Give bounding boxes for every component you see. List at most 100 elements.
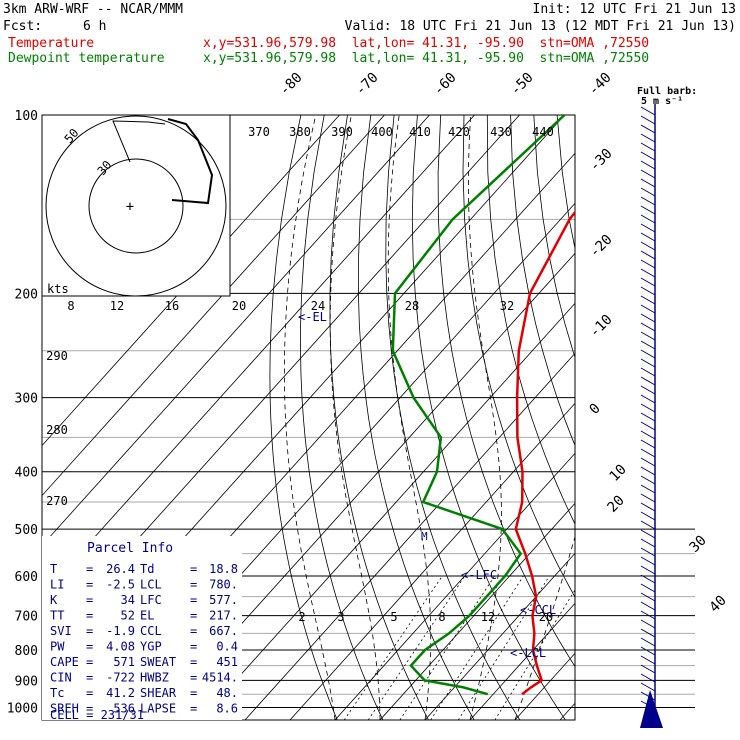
moist-adiabat [387, 115, 432, 720]
wind-barb [640, 583, 656, 593]
parcel-value: 577. [209, 593, 238, 607]
parcel-key: T [50, 562, 57, 576]
isotherm-line [244, 352, 575, 720]
wind-barb [640, 133, 656, 143]
wind-barb [640, 628, 656, 638]
isotherm-line [605, 115, 740, 720]
dry-adiabat [697, 115, 740, 720]
theta-label: 430 [490, 125, 512, 139]
parcel-eq: = [190, 671, 197, 685]
theta-label: 420 [448, 125, 470, 139]
parcel-eq: = [190, 702, 197, 716]
mixing-ratio-label: 3 [337, 610, 344, 624]
isotherm-label: 20 [605, 493, 628, 516]
parcel-key: HWBZ [140, 671, 169, 685]
wind-barb [640, 304, 656, 314]
parcel-eq: = [190, 562, 197, 576]
pressure-tick-label: 300 [15, 392, 38, 407]
isotherm-line [42, 115, 430, 547]
parcel-value: 34 [121, 593, 135, 607]
isotherm-label: 10 [607, 462, 630, 485]
isotherm-label: -20 [587, 232, 616, 261]
parcel-eq: = [190, 686, 197, 700]
dewpoint-line [391, 115, 566, 696]
wind-barb [640, 610, 656, 620]
wind-barb [640, 232, 656, 242]
wind-barb [640, 493, 656, 503]
dry-adiabat [650, 115, 740, 720]
dry-adiabats [269, 115, 740, 720]
wind-barb [640, 574, 656, 584]
wind-barb [640, 646, 656, 656]
dry-adiabat [437, 115, 575, 668]
forecast-hour: 6 h [83, 19, 107, 34]
moist-adiabat [467, 115, 502, 720]
wind-barb [640, 412, 656, 422]
hodograph-trace-upper [112, 120, 166, 163]
parcel-key: K [50, 593, 58, 607]
isotherm-label: -80 [277, 70, 306, 99]
wind-barb [640, 286, 656, 296]
speed-tick-label: 16 [165, 299, 179, 313]
parcel-key: PW [50, 640, 65, 654]
isotherm-line [379, 502, 575, 720]
parcel-eq: = [86, 655, 93, 669]
isotherm-label: 30 [687, 533, 710, 556]
isotherm-line [514, 652, 575, 720]
wind-barb [640, 313, 656, 323]
parcel-key: Td [140, 562, 154, 576]
wind-barb [640, 259, 656, 269]
legend-temperature: Temperature [8, 36, 95, 51]
isotherm-label: 0 [587, 401, 604, 418]
legend-dewpoint: Dewpoint temperature [8, 51, 165, 66]
dry-adiabat [604, 115, 740, 720]
pressure-tick-label: 600 [15, 570, 38, 585]
parcel-eq: = [86, 671, 93, 685]
parcel-value: -1.9 [106, 624, 135, 638]
theta-label-left: 290 [46, 349, 68, 363]
parcel-box-bg [42, 536, 242, 720]
isotherm-line [42, 115, 475, 597]
parcel-value: 536 [113, 702, 135, 716]
dry-adiabat [627, 115, 740, 720]
dry-adiabat [580, 115, 740, 720]
wind-barb [640, 124, 656, 134]
level-marker-lcl: <-LCL [510, 646, 546, 660]
wind-barb [640, 187, 656, 197]
wind-barb [640, 637, 656, 647]
wind-barb [640, 511, 656, 521]
pressure-tick-label: 700 [15, 610, 38, 625]
dry-adiabat [674, 115, 740, 720]
parcel-key: LI [50, 578, 64, 592]
wind-barb [640, 619, 656, 629]
isotherm-line [199, 302, 575, 720]
mixing-ratio-line [343, 575, 443, 720]
isotherm-line [650, 115, 740, 720]
plot-frame [41, 114, 576, 721]
wind-barb [640, 277, 656, 287]
wind-barb [640, 160, 656, 170]
parcel-key: LCL [140, 578, 162, 592]
dry-adiabat [510, 115, 575, 447]
theta-label: 410 [409, 125, 431, 139]
wind-barb [640, 106, 656, 116]
mixing-ratio-label: 12 [481, 610, 495, 624]
theta-label: 400 [371, 125, 393, 139]
moist-adiabat [329, 115, 381, 720]
parcel-value: 217. [209, 609, 238, 623]
mixing-ratio-label: 8 [438, 610, 445, 624]
parcel-value: -2.5 [106, 578, 135, 592]
isotherm-label: -40 [586, 70, 615, 99]
wind-barb [640, 358, 656, 368]
dry-adiabat [385, 115, 521, 720]
wind-key-title: Full barb: [637, 86, 697, 97]
wind-barb [640, 403, 656, 413]
wind-barb [640, 349, 656, 359]
dry-adiabat [300, 115, 384, 720]
dry-adiabat [720, 115, 740, 720]
hodograph-trace [167, 118, 214, 205]
level-marker-el: <-EL [298, 310, 327, 324]
init-time: Init: 12 UTC Fri 21 Jun 13 [532, 2, 737, 17]
isotherm-line [289, 402, 575, 720]
